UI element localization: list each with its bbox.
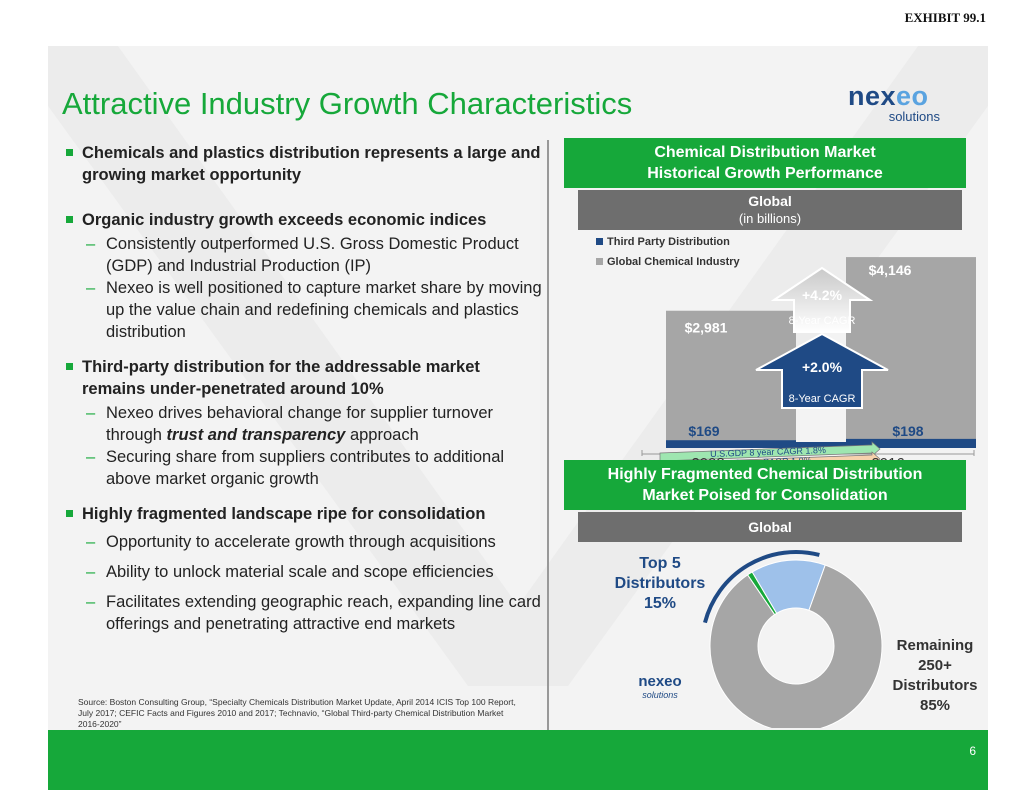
slice-label: Distributors: [892, 677, 977, 694]
legend-label: Global Chemical Industry: [607, 256, 741, 268]
exhibit-label: EXHIBIT 99.1: [904, 10, 986, 25]
legend: Third Party Distribution Global Chemical …: [596, 236, 741, 268]
bullet-item: Chemicals and plastics distribution repr…: [64, 142, 544, 186]
callout-label: 15%: [644, 595, 676, 612]
cagr-value: +2.0%: [802, 359, 843, 375]
legend-label: Third Party Distribution: [607, 236, 730, 248]
column-divider: [547, 140, 549, 750]
callout-bracket: [703, 550, 820, 624]
legend-swatch: [596, 258, 603, 265]
sub-bullet-item: Opportunity to accelerate growth through…: [64, 531, 544, 553]
bullet-item: Highly fragmented landscape ripe for con…: [64, 503, 544, 525]
donut-slice: [709, 564, 883, 728]
panel1-header: Chemical Distribution Market Historical …: [564, 138, 966, 188]
bar-global-chemical: [666, 310, 796, 448]
cagr-arrow-global: [770, 266, 874, 333]
panel2-header: Highly Fragmented Chemical Distribution …: [564, 460, 966, 510]
bar-connector: [796, 442, 846, 448]
page-title: Attractive Industry Growth Characteristi…: [62, 86, 633, 121]
sub-bullet-item: Facilitates extending geographic reach, …: [64, 591, 544, 635]
slice-label: 250+: [918, 657, 952, 674]
bar-global-chemical: [846, 257, 976, 448]
sub-bullet-item: Consistently outperformed U.S. Gross Dom…: [64, 233, 544, 277]
bar-value-label: $198: [892, 423, 923, 439]
sub-bullet-item: Securing share from suppliers contribute…: [64, 446, 544, 490]
footer-bar: 6: [48, 730, 988, 790]
slide: Attractive Industry Growth Characteristi…: [48, 46, 988, 790]
bar-value-label: $169: [688, 423, 719, 439]
growth-bar-chart: Third Party Distribution Global Chemical …: [596, 236, 976, 470]
sub-bullet-item: Nexeo is well positioned to capture mark…: [64, 277, 544, 343]
source-note: Source: Boston Consulting Group, “Specia…: [78, 697, 516, 729]
cagr-arrow-third-party: [755, 332, 889, 409]
slice-label: 85%: [920, 697, 950, 714]
cagr-value: +4.2%: [802, 287, 843, 303]
cagr-label: 8-Year CAGR: [789, 315, 856, 327]
sub-bullet-item: Nexeo drives behavioral change for suppl…: [64, 402, 544, 446]
bar-third-party: [666, 440, 796, 448]
nexeo-mini-logo: nexeo: [638, 673, 681, 690]
share-donut-chart: Top 5 Distributors 15% Remaining 250+ Distrib…: [615, 550, 978, 728]
panel2-scope-bar: Global: [578, 512, 962, 542]
sub-bullet-item: Ability to unlock material scale and sco…: [64, 561, 544, 583]
benchmark-arrow: [659, 441, 881, 462]
bar-third-party: [846, 438, 976, 448]
page-number: 6: [969, 744, 976, 758]
benchmark-label: U.S.GDP 8 year CAGR 1.8%: [710, 445, 826, 459]
bar-value-label: $4,146: [869, 262, 912, 278]
legend-swatch: [596, 238, 603, 245]
bar-value-label: $2,981: [685, 320, 728, 336]
nexeo-mini-logo-sub: solutions: [642, 690, 678, 700]
panel1-scope-bar: Global (in billions): [578, 190, 962, 230]
donut-slice: [751, 559, 826, 614]
cagr-label: 8-Year CAGR: [789, 393, 856, 405]
callout-label: Top 5: [639, 555, 681, 572]
callout-label: Distributors: [615, 575, 706, 592]
bullet-item: Third-party distribution for the address…: [64, 356, 544, 400]
nexeo-logo: nexeo solutions: [848, 81, 940, 124]
bullet-list: Chemicals and plastics distribution repr…: [64, 142, 544, 635]
slice-label: Remaining: [897, 637, 974, 654]
bullet-item: Organic industry growth exceeds economic…: [64, 209, 544, 231]
